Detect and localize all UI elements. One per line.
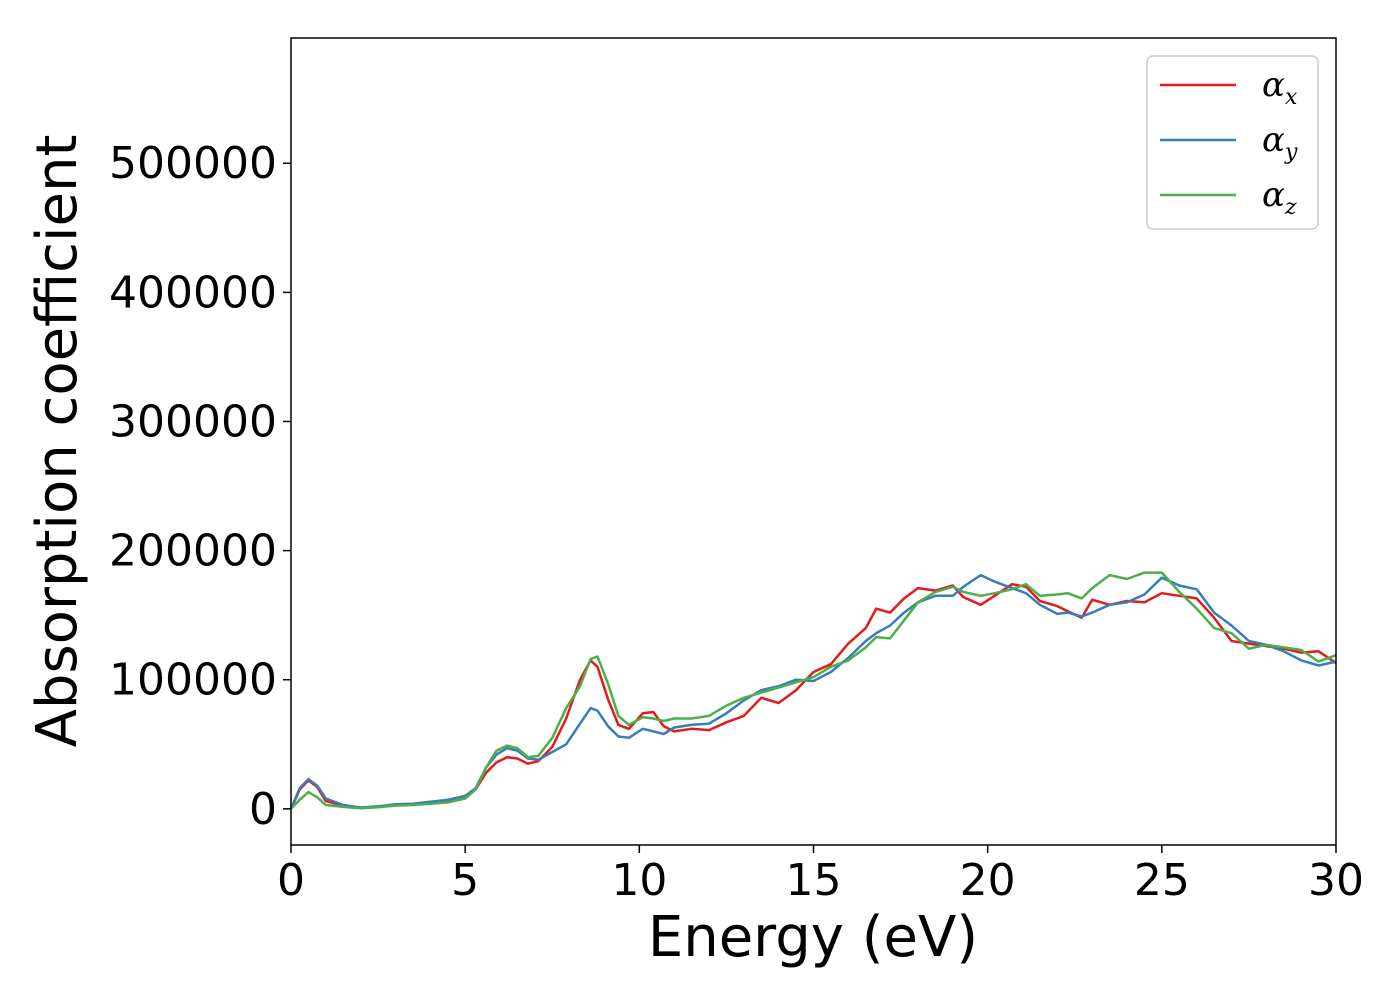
y-tick-label: 200000 <box>109 526 277 577</box>
y-tick-label: 100000 <box>109 655 277 706</box>
series-layer <box>289 571 1337 810</box>
legend-label-y: αy <box>1262 120 1298 165</box>
y-axis: 0 100000 200000 300000 400000 500000 <box>109 138 291 835</box>
legend: αx αy αz <box>1146 55 1319 230</box>
x-tick-label: 10 <box>611 855 667 906</box>
series-line-z <box>290 571 1337 810</box>
y-tick-label: 0 <box>249 784 277 835</box>
x-tick-label: 20 <box>960 855 1016 906</box>
legend-items: αx αy αz <box>1160 65 1298 220</box>
x-tick-label: 5 <box>451 855 479 906</box>
legend-label-x: αx <box>1262 65 1298 110</box>
x-tick-label: 0 <box>277 855 305 906</box>
y-tick-label: 300000 <box>109 396 277 447</box>
legend-box <box>1146 55 1319 230</box>
x-tick-label: 25 <box>1134 855 1190 906</box>
x-tick-label: 30 <box>1308 855 1364 906</box>
y-axis-title: Absorption coefficient <box>25 135 90 748</box>
x-axis: 0 5 10 15 20 25 30 <box>277 845 1364 906</box>
x-tick-label: 15 <box>786 855 842 906</box>
x-axis-title: Energy (eV) <box>648 905 978 970</box>
series-line-y <box>289 573 1337 810</box>
legend-label-z: αz <box>1262 175 1297 220</box>
y-tick-label: 400000 <box>109 267 277 318</box>
y-tick-label: 500000 <box>109 138 277 189</box>
